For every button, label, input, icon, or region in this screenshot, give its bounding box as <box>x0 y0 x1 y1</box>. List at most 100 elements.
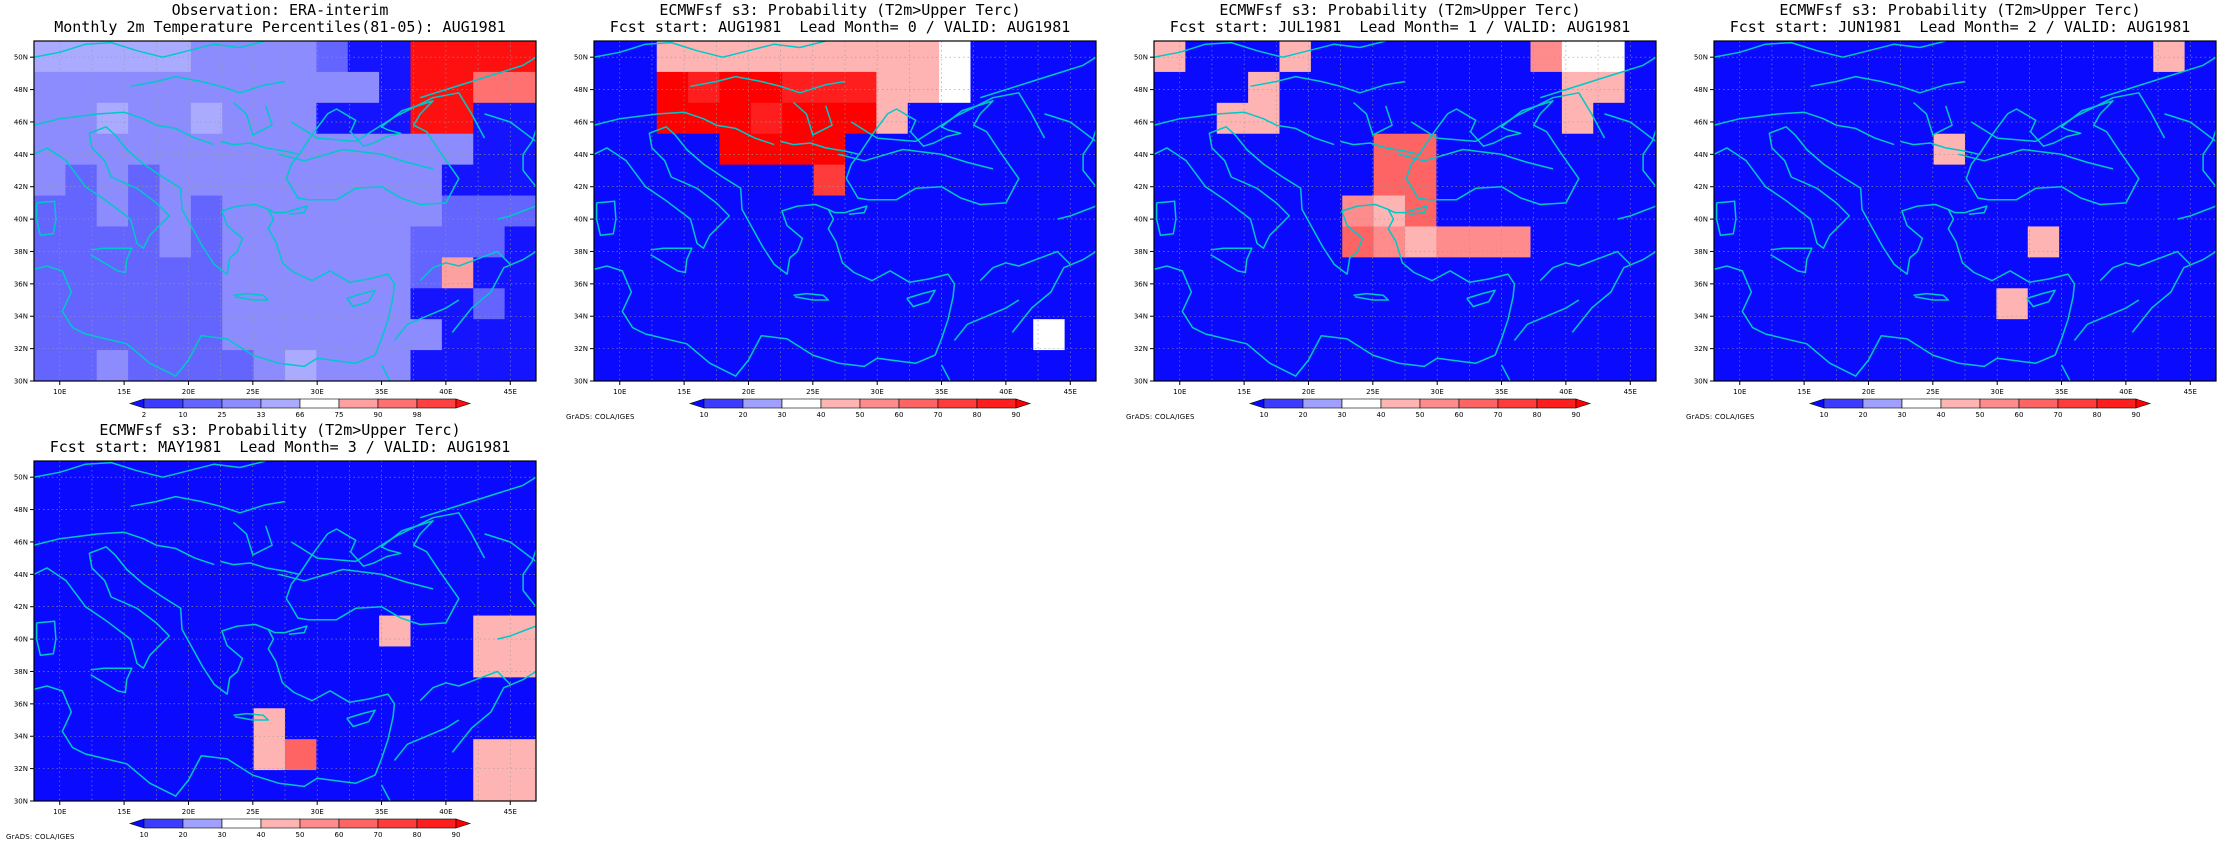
coastlines <box>34 41 536 381</box>
coastline <box>130 495 286 514</box>
coastline <box>278 568 434 590</box>
grid-cell <box>473 226 506 258</box>
grid-cell <box>65 770 98 801</box>
xtick-label: 25E <box>806 388 819 396</box>
grid-cell <box>1033 319 1066 351</box>
legend-tick-label: 33 <box>257 411 266 419</box>
xtick-label: 30E <box>871 388 884 396</box>
grid-cell <box>2121 319 2154 351</box>
coastline <box>2177 205 2216 220</box>
coastline <box>267 625 308 635</box>
grid-cell <box>2059 41 2092 73</box>
legend-tick-label: 60 <box>895 411 904 419</box>
ytick-label: 40N <box>14 216 28 224</box>
coastline <box>1714 111 1895 146</box>
grid-cell <box>750 350 783 381</box>
grid-cell <box>939 319 972 351</box>
map-plot: 30N 32N 34N 36N 38N 40N 42N 44N 46N 48N 50N 10E 15E 2… <box>14 40 537 419</box>
xtick-label: 45E <box>504 388 517 396</box>
grid-cell <box>410 553 443 586</box>
coastline <box>1642 129 1656 188</box>
coastline <box>451 250 536 333</box>
grid-cell <box>1279 164 1312 197</box>
grid-cell <box>1499 226 1532 258</box>
grid-cell <box>876 288 909 320</box>
grid-cell <box>688 319 721 351</box>
panel-lead-1: ECMWFsf s3: Probability (T2m>Upper Terc)… <box>1120 0 1680 421</box>
grid-cell <box>2153 226 2186 258</box>
grid-cell <box>1870 102 1903 135</box>
grid-cell <box>379 350 412 381</box>
xtick-label: 40E <box>439 808 452 816</box>
legend-swatch <box>182 398 223 409</box>
grid-cell <box>222 708 255 740</box>
xtick-label: 30E <box>1431 388 1444 396</box>
legend-swatch <box>937 398 978 409</box>
grid-cell <box>504 553 536 586</box>
legend-tick-label: 2 <box>142 411 146 419</box>
coastline <box>838 148 994 170</box>
panel-title-line2: Fcst start: JUN1981 Lead Month= 2 / VALI… <box>1729 18 2191 36</box>
grid-cell <box>1776 71 1809 104</box>
legend-swatch <box>416 818 457 829</box>
grid-cell <box>1965 226 1997 258</box>
grid-cell <box>1436 102 1469 135</box>
grid-cell <box>222 226 255 258</box>
grid-cell <box>845 164 877 197</box>
grid-cell <box>253 491 286 524</box>
grid-cell <box>2027 133 2060 166</box>
grid-cell <box>316 491 349 524</box>
grid-cell <box>347 461 380 493</box>
ytick-label: 42N <box>1134 183 1148 191</box>
grid-cell <box>907 319 940 351</box>
grid-cell <box>1405 164 1437 197</box>
grid-cell <box>316 708 349 740</box>
grid-cell <box>2090 133 2123 166</box>
grid-cell <box>1216 164 1249 197</box>
grid-cell <box>347 553 380 586</box>
grid-cell <box>347 584 380 617</box>
grid-cell <box>1593 226 1626 258</box>
grid-cell <box>65 646 98 678</box>
grid-cell <box>190 584 223 617</box>
grid-cell <box>316 461 349 493</box>
grid-cell <box>1467 71 1500 104</box>
ytick-label: 32N <box>14 345 28 353</box>
legend-swatch <box>377 398 418 409</box>
grid-cell <box>410 164 443 197</box>
coastline <box>233 101 273 136</box>
grid-cell <box>473 584 506 617</box>
xtick-label: 20E <box>742 388 755 396</box>
grid-cell <box>253 770 286 801</box>
legend-tick-label: 70 <box>374 831 383 839</box>
grid-cell <box>253 257 286 289</box>
legend-tick-label: 10 <box>179 411 188 419</box>
coastline <box>1947 205 1988 215</box>
grid-cell <box>1530 288 1563 320</box>
ytick-label: 50N <box>1134 54 1148 62</box>
grid-cell <box>128 133 161 166</box>
ytick-label: 30N <box>14 378 28 386</box>
legend-swatch <box>820 398 861 409</box>
xtick-label: 10E <box>53 808 66 816</box>
grid-cell <box>750 71 783 104</box>
grid-cell <box>347 164 380 197</box>
panel-title-line1: ECMWFsf s3: Probability (T2m>Upper Terc) <box>1219 1 1581 19</box>
grid-cell <box>190 257 223 289</box>
grid-cell <box>594 71 626 104</box>
grid-cell <box>688 133 721 166</box>
grid-cell <box>1745 71 1778 104</box>
grid-cell <box>845 288 877 320</box>
grid-cell <box>34 584 66 617</box>
grid-cell <box>782 133 815 166</box>
grid-cell <box>504 770 536 801</box>
shaded-cells <box>34 461 536 801</box>
coastline <box>346 709 376 728</box>
coastline <box>419 250 511 282</box>
grid-cell <box>34 708 66 740</box>
grid-cell <box>159 226 192 258</box>
grid-cell <box>1530 164 1563 197</box>
xtick-label: 40E <box>439 388 452 396</box>
grid-cell <box>907 133 940 166</box>
coastlines <box>34 461 536 801</box>
